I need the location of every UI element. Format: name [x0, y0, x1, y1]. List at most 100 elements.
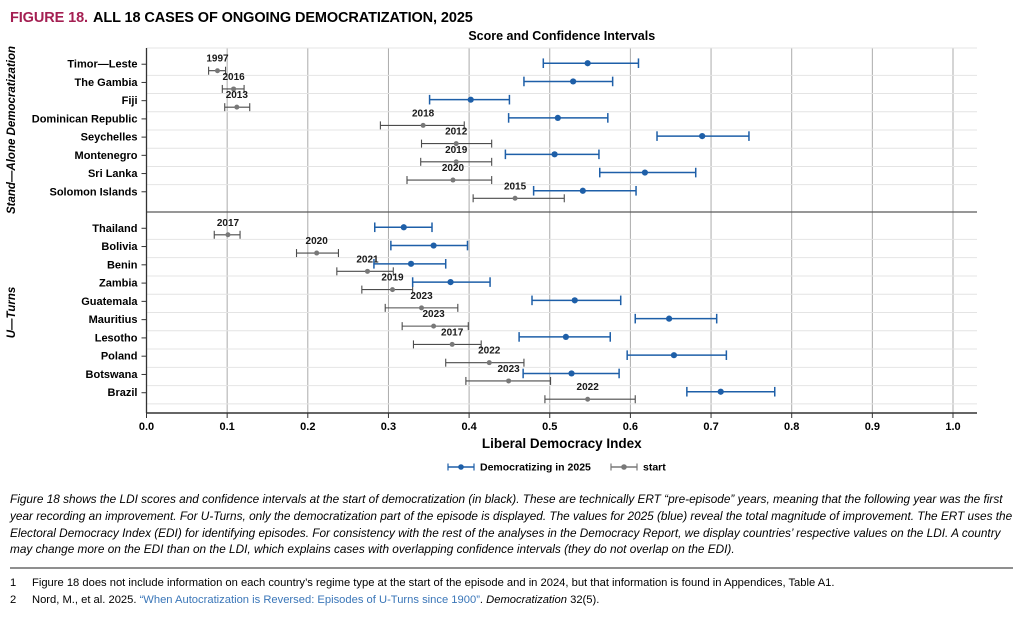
footnote-1: 1 Figure 18 does not include information…: [10, 575, 1013, 592]
chart-row-seychelles: Seychelles 2012: [81, 127, 750, 148]
footnote-1-number: 1: [10, 577, 17, 589]
democratizing-2025-point: [666, 315, 673, 322]
start-year-label: 2023: [410, 291, 433, 302]
country-label: Guatemala: [81, 296, 138, 308]
legend-point: [458, 464, 464, 470]
start-point: [225, 232, 231, 238]
start-point: [449, 341, 455, 347]
country-label: Sri Lanka: [88, 168, 138, 180]
start-point: [314, 250, 320, 256]
chart-row-zambia: Zambia 2019: [99, 273, 491, 294]
chart-row-montenegro: Montenegro 2019: [75, 145, 600, 166]
chart-row-thailand: Thailand 2017: [92, 218, 433, 239]
country-label: Bolivia: [101, 241, 138, 253]
axis-labels: Stand—Alone Democratization U—Turns 0.0 0.1…: [6, 29, 961, 451]
country-label: Montenegro: [75, 150, 138, 162]
chart-row-benin: Benin 2021: [107, 254, 447, 276]
start-point: [453, 159, 459, 165]
start-year-label: 2016: [222, 72, 245, 83]
x-tick-label: 1.0: [945, 421, 960, 433]
x-axis-title: Liberal Democracy Index: [482, 436, 642, 451]
data-rows: Timor—Leste 1997 The Gambia 2016 Fiji 2013 Dom…: [32, 54, 776, 404]
start-year-label: 2018: [412, 108, 435, 119]
democratizing-2025-point: [447, 278, 454, 286]
citation-journal: Democratization: [486, 593, 567, 606]
country-label: Benin: [107, 259, 138, 271]
start-year-label: 2017: [441, 327, 464, 338]
chart-title: Score and Confidence Intervals: [468, 29, 655, 43]
democratizing-2025-point: [584, 60, 591, 67]
start-year-label: 2015: [504, 181, 527, 192]
democratizing-2025-point: [407, 260, 415, 267]
legend: Democratizing in 2025 start: [447, 462, 666, 474]
footnote-2-text: Nord, M., et al. 2025. “When Autocratiza…: [32, 592, 1013, 609]
legend-item-start: start: [610, 462, 666, 474]
start-point: [364, 268, 370, 274]
country-label: Thailand: [92, 223, 137, 235]
chart-row-brazil: Brazil 2022: [108, 382, 776, 404]
democratizing-2025-point: [554, 114, 561, 121]
democratizing-2025-point: [430, 242, 437, 249]
start-point: [419, 305, 425, 311]
democratizing-2025-point: [670, 352, 678, 359]
legend-label: Democratizing in 2025: [480, 462, 591, 474]
start-point: [214, 68, 220, 74]
democratizing-2025-point: [568, 370, 575, 377]
start-year-label: 1997: [206, 54, 229, 65]
country-label: Zambia: [99, 278, 138, 290]
footnotes-section: 1 Figure 18 does not include information…: [10, 567, 1013, 609]
chart-row-poland: Poland 2022: [101, 346, 728, 367]
democratizing-2025-point: [641, 169, 649, 176]
group-label-stand-alone-democratization: Stand—Alone Democratization: [6, 46, 18, 214]
citation-suffix: 32(5).: [566, 593, 600, 606]
x-tick-label: 0.2: [300, 421, 315, 433]
start-point: [512, 195, 518, 201]
start-point: [450, 177, 456, 183]
chart-row-sri-lanka: Sri Lanka 2020: [88, 163, 697, 185]
figure-number: FIGURE 18.: [10, 10, 88, 26]
x-tick-label: 0.6: [623, 421, 638, 433]
figure-caption: Figure 18 shows the LDI scores and confi…: [10, 492, 1013, 557]
footnote-2-number: 2: [10, 593, 17, 606]
citation-link[interactable]: “When Autocratization is Reversed: Episo…: [139, 593, 480, 606]
democratizing-2025-point: [562, 333, 569, 341]
start-point: [234, 104, 240, 110]
country-label: Dominican Republic: [32, 113, 138, 125]
footnote-2: 2 Nord, M., et al. 2025. “When Autocrati…: [10, 592, 1013, 609]
start-year-label: 2013: [226, 90, 249, 101]
start-point: [453, 141, 459, 147]
x-tick-label: 0.4: [461, 421, 477, 433]
chart-row-the-gambia: The Gambia 2016: [75, 72, 614, 93]
legend-label: start: [643, 462, 666, 474]
axes: [145, 48, 977, 418]
x-tick-label: 0.7: [703, 421, 718, 433]
legend-point: [621, 464, 627, 470]
start-point: [231, 86, 237, 92]
country-label: The Gambia: [75, 77, 139, 89]
chart-row-solomon-islands: Solomon Islands 2015: [49, 181, 637, 203]
chart-row-bolivia: Bolivia 2020: [101, 236, 469, 258]
democratizing-2025-point: [570, 78, 577, 85]
democratizing-2025-point: [699, 133, 706, 140]
chart-row-timor-leste: Timor—Leste 1997: [67, 54, 640, 75]
democratizing-2025-point: [717, 388, 724, 395]
footnote-1-text: Figure 18 does not include information o…: [32, 577, 835, 589]
country-label: Poland: [101, 351, 138, 363]
country-label: Solomon Islands: [49, 186, 137, 198]
x-tick-label: 0.1: [220, 421, 235, 433]
x-tick-label: 0.5: [542, 421, 557, 433]
start-year-label: 2022: [577, 382, 600, 393]
x-tick-label: 0.0: [139, 421, 154, 433]
chart-row-botswana: Botswana 2023: [86, 364, 620, 385]
start-point: [420, 122, 426, 128]
democratizing-2025-point: [551, 151, 558, 158]
chart-row-guatemala: Guatemala 2023: [81, 291, 622, 312]
start-point: [431, 323, 437, 329]
citation-mid: .: [479, 593, 487, 606]
start-point: [486, 360, 492, 366]
country-label: Timor—Leste: [67, 59, 137, 71]
start-year-label: 2020: [306, 236, 329, 247]
gridlines: [146, 47, 977, 413]
start-year-label: 2019: [381, 273, 404, 284]
